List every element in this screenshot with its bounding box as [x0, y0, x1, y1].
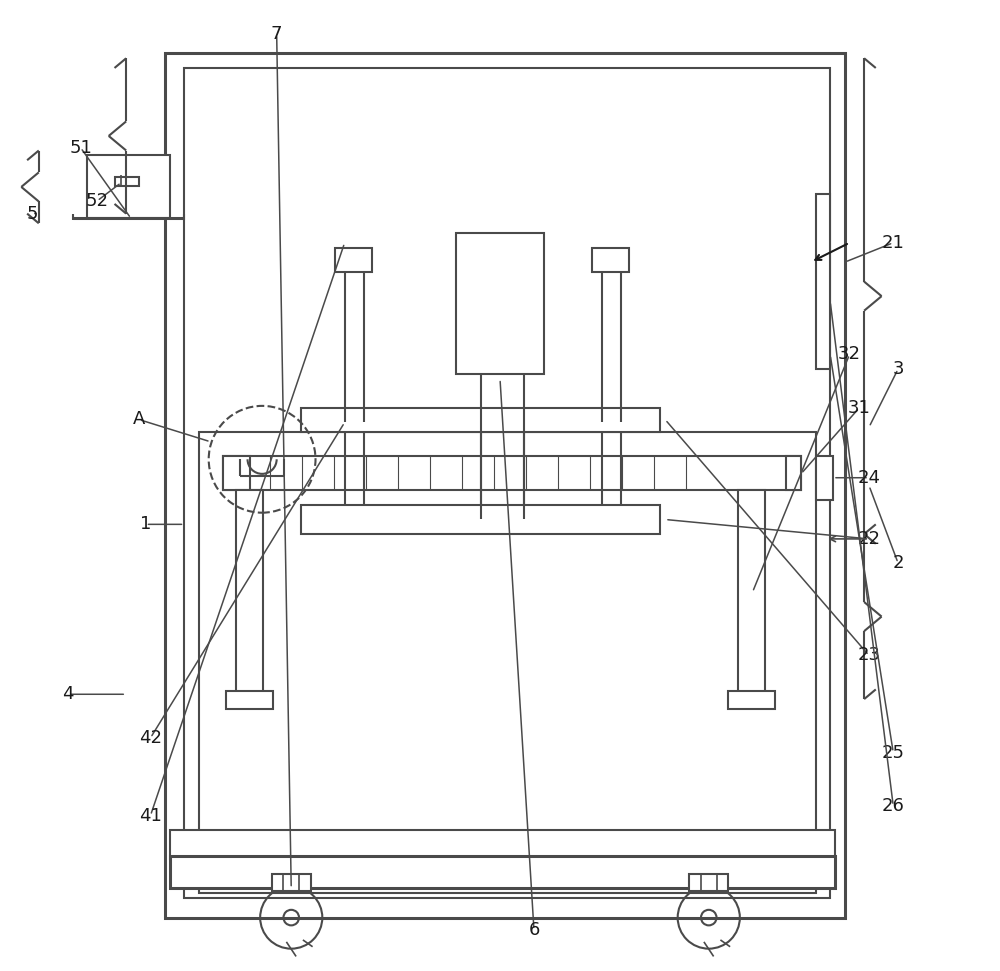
FancyBboxPatch shape [738, 490, 765, 694]
FancyBboxPatch shape [165, 53, 845, 918]
Text: 21: 21 [882, 234, 905, 251]
FancyBboxPatch shape [184, 68, 830, 898]
FancyBboxPatch shape [816, 456, 833, 500]
FancyBboxPatch shape [272, 874, 311, 891]
Text: 24: 24 [857, 469, 880, 486]
FancyBboxPatch shape [456, 233, 544, 374]
Text: 42: 42 [139, 729, 162, 747]
FancyBboxPatch shape [87, 155, 170, 218]
FancyBboxPatch shape [236, 490, 263, 694]
Text: 5: 5 [26, 205, 38, 222]
FancyBboxPatch shape [592, 248, 629, 272]
FancyBboxPatch shape [786, 456, 801, 490]
Text: 52: 52 [86, 192, 109, 210]
Text: 31: 31 [848, 399, 871, 417]
FancyBboxPatch shape [170, 830, 835, 859]
Text: 4: 4 [62, 686, 74, 703]
FancyBboxPatch shape [223, 456, 250, 490]
Text: 7: 7 [271, 25, 282, 43]
Text: 22: 22 [857, 530, 880, 548]
FancyBboxPatch shape [301, 408, 660, 432]
FancyBboxPatch shape [301, 505, 660, 534]
FancyBboxPatch shape [226, 691, 273, 709]
FancyBboxPatch shape [728, 691, 775, 709]
FancyBboxPatch shape [223, 456, 801, 490]
FancyBboxPatch shape [689, 874, 728, 891]
FancyBboxPatch shape [170, 856, 835, 888]
FancyBboxPatch shape [115, 177, 139, 186]
Text: 51: 51 [69, 139, 92, 156]
Text: 41: 41 [139, 807, 162, 824]
Text: 26: 26 [882, 797, 905, 815]
FancyBboxPatch shape [199, 432, 816, 893]
Text: 3: 3 [892, 360, 904, 378]
FancyBboxPatch shape [335, 248, 372, 272]
FancyBboxPatch shape [816, 194, 830, 369]
Text: 32: 32 [838, 346, 861, 363]
Text: 23: 23 [857, 647, 880, 664]
Text: 1: 1 [140, 516, 151, 533]
Text: 6: 6 [528, 921, 540, 939]
Text: A: A [133, 411, 145, 428]
Text: 25: 25 [882, 744, 905, 761]
Text: 2: 2 [892, 554, 904, 572]
